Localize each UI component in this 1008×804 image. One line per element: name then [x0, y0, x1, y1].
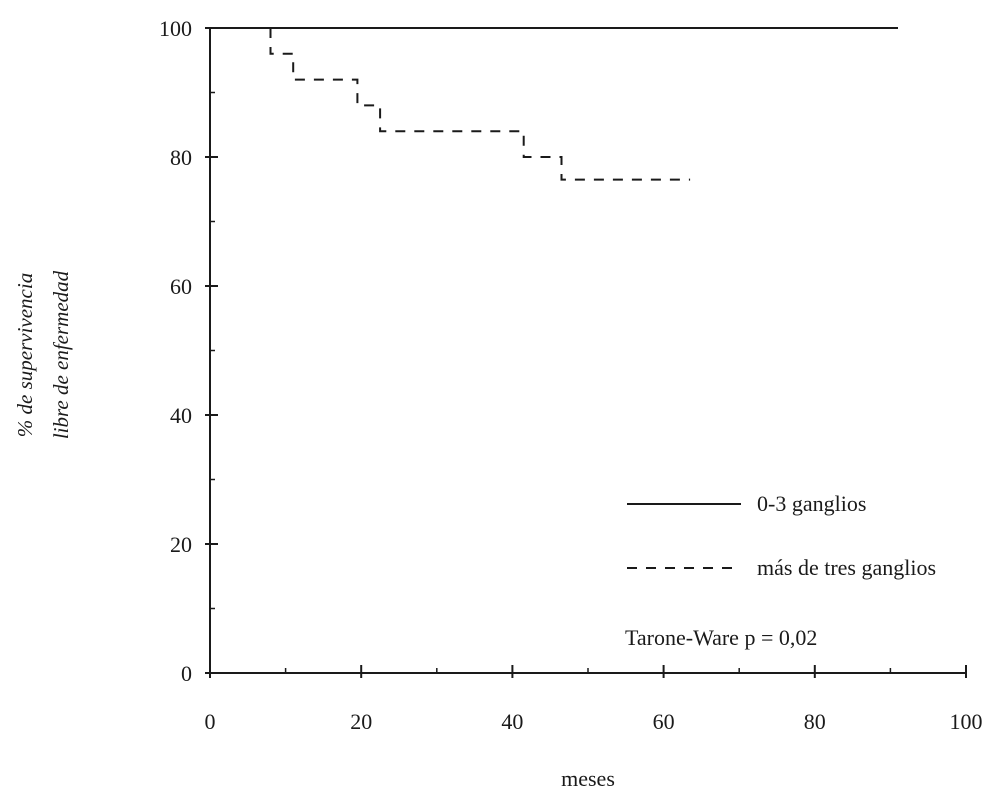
series-line-dashed: [269, 28, 691, 181]
y-tick-label: 20: [170, 532, 192, 557]
y-axis-title-line-2: libre de enfermedad: [49, 270, 73, 439]
legend-label-mas-de-tres-ganglios: más de tres ganglios: [757, 555, 936, 580]
y-tick-label: 80: [170, 145, 192, 170]
y-tick-label: 60: [170, 274, 192, 299]
legend-label-0-3-ganglios: 0-3 ganglios: [757, 491, 866, 516]
x-axis-title: meses: [561, 766, 615, 791]
y-axis-title-line-1: % de supervivencia: [13, 273, 37, 437]
y-tick-label: 40: [170, 403, 192, 428]
x-tick-label: 0: [205, 709, 216, 734]
tarone-ware-annotation: Tarone-Ware p = 0,02: [625, 625, 817, 650]
y-tick-label: 100: [159, 16, 192, 41]
x-tick-label: 20: [350, 709, 372, 734]
x-tick-label: 80: [804, 709, 826, 734]
x-tick-label: 40: [501, 709, 523, 734]
x-tick-label: 60: [653, 709, 675, 734]
x-tick-label: 100: [950, 709, 983, 734]
y-tick-label: 0: [181, 661, 192, 686]
